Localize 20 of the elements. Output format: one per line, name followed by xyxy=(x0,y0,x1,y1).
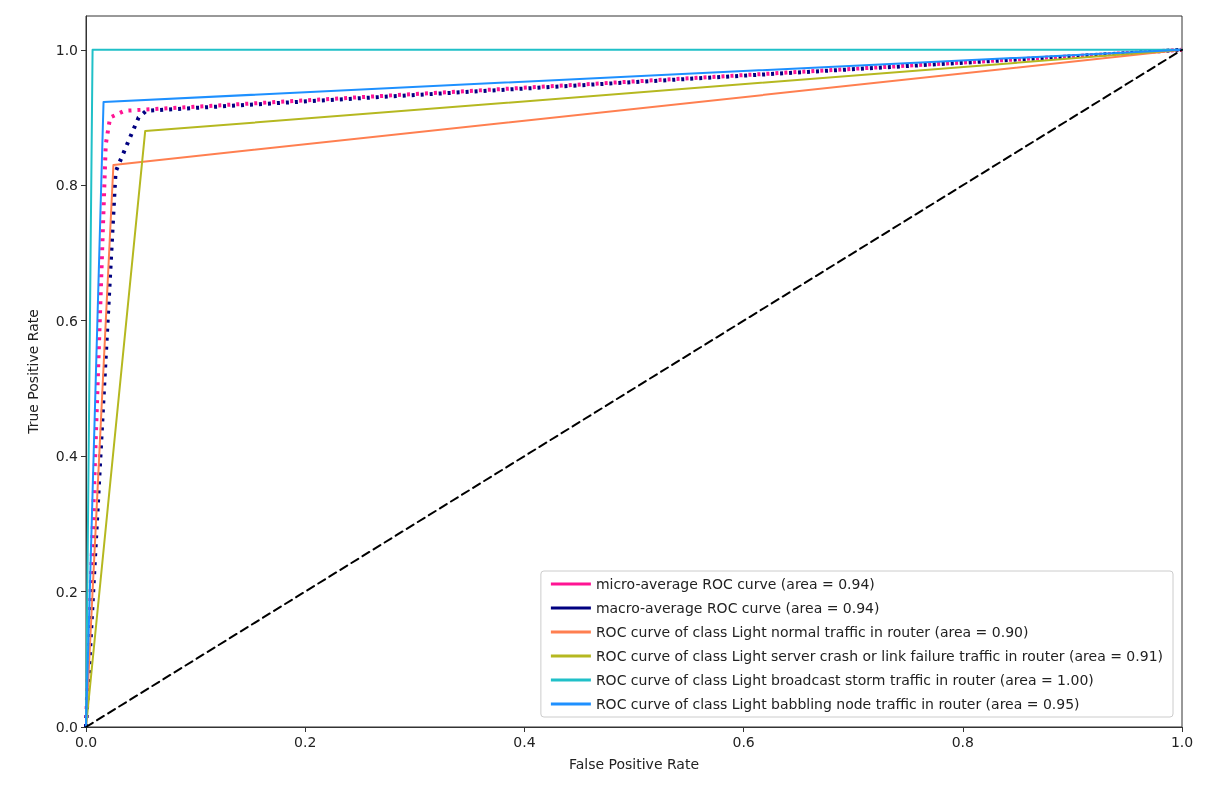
legend-label: ROC curve of class Light normal traffic in router (area = 0.90) xyxy=(595,624,1029,640)
y-tick-label: 0.0 xyxy=(55,719,78,735)
legend-label: ROC curve of class Light babbling node traffic in router (area = 0.95) xyxy=(595,696,1080,712)
x-tick-label: 0.8 xyxy=(951,734,974,750)
x-tick-label: 0.4 xyxy=(513,734,536,750)
y-tick-label: 0.6 xyxy=(55,312,79,329)
x-tick-label: 1.0 xyxy=(1170,734,1194,750)
y-tick-label: 0.2 xyxy=(55,583,78,600)
legend-label: ROC curve of class Light broadcast storm traffic in router (area = 1.00) xyxy=(595,672,1094,688)
x-axis-title: False Positive Rate xyxy=(568,756,700,772)
legend-label: ROC curve of class Light server crash or link failure traffic in router (area = 0.91) xyxy=(595,648,1164,664)
y-tick-label: 1.0 xyxy=(55,41,78,58)
x-tick-label: 0.6 xyxy=(732,734,755,750)
y-tick-label: 0.8 xyxy=(55,177,78,194)
y-axis-title: True Positive Rate xyxy=(25,309,41,435)
y-tick-label: 0.4 xyxy=(55,448,79,465)
x-tick-label: 0.0 xyxy=(74,734,98,750)
legend-label: micro-average ROC curve (area = 0.94) xyxy=(595,576,875,592)
x-tick-label: 0.2 xyxy=(294,734,317,750)
legend-label: macro-average ROC curve (area = 0.94) xyxy=(595,600,880,616)
